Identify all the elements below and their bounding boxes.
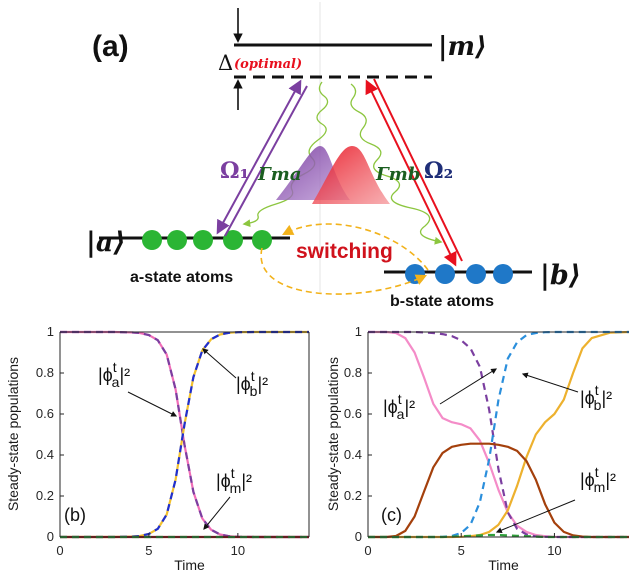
a-atom — [193, 230, 213, 250]
x-tick-label: 10 — [547, 543, 561, 558]
x-tick-label: 0 — [56, 543, 63, 558]
annotation-m: |ϕt m|² — [580, 464, 616, 495]
state-m-label: |m⟩ — [438, 32, 487, 62]
b-atom — [435, 264, 455, 284]
energy-level-diagram: (a) |m⟩ Δ (optimal) |a⟩ a-state atoms |b… — [86, 2, 581, 310]
omega2-label: Ω₂ — [424, 158, 453, 184]
decay-gamma-mb — [350, 83, 443, 245]
y-tick-label: 0.6 — [36, 406, 54, 421]
annotation-arrow-b — [521, 372, 579, 393]
delta-optimal-note: (optimal) — [234, 57, 302, 72]
omega1-label: Ω₁ — [220, 158, 249, 184]
pulse-omega2 — [312, 146, 390, 204]
annotation-arrow-a — [439, 368, 498, 405]
annotation-a: |ϕt a|² — [98, 359, 130, 390]
y-tick-label: 1 — [47, 324, 54, 339]
x-tick-label: 0 — [364, 543, 371, 558]
gamma-mb-label: Γmb — [375, 164, 420, 185]
y-tick-label: 0 — [355, 529, 362, 544]
b-atom — [493, 264, 513, 284]
state-b-label: |b⟩ — [540, 260, 581, 291]
state-a-label: |a⟩ — [86, 227, 126, 258]
plot-background — [60, 332, 309, 537]
omega2-arrow — [365, 79, 457, 267]
y-tick-label: 0.8 — [36, 365, 54, 380]
panel-label: (b) — [64, 505, 86, 525]
x-tick-label: 5 — [458, 543, 465, 558]
x-axis-label: Time — [174, 557, 205, 573]
omega1-arrow-2 — [224, 85, 308, 237]
gamma-ma-label: Γma — [257, 164, 302, 185]
b-state-atoms — [405, 264, 513, 284]
b-atom — [466, 264, 486, 284]
x-axis-label: Time — [488, 557, 519, 573]
annotation-a: |ϕt a|² — [383, 391, 415, 422]
annotation-b: |ϕt b|² — [236, 368, 268, 399]
panel-a-label: (a) — [92, 30, 129, 63]
delta-symbol: Δ — [218, 51, 233, 75]
switching-arrow-top — [282, 223, 429, 271]
omega2-arrow-2 — [373, 78, 463, 262]
y-tick-label: 0.8 — [344, 365, 362, 380]
annotation-arrow-m — [495, 499, 576, 533]
annotation-m: |ϕt m|² — [216, 465, 252, 496]
y-axis-label: Steady-state populations — [325, 357, 341, 511]
annotation-arrow-m — [203, 496, 231, 530]
b-state-atoms-label: b-state atoms — [390, 293, 494, 310]
annotation-arrow-a — [127, 391, 178, 417]
chart-panel-c: 0 5 10 0 0.2 0.4 0.6 0.8 1 Time Steady-state popul… — [325, 324, 629, 573]
annotation-b: |ϕt b|² — [580, 382, 612, 413]
y-tick-label: 0.4 — [36, 447, 54, 462]
a-state-atoms — [142, 230, 272, 250]
switching-label: switching — [296, 240, 393, 263]
a-atom — [252, 230, 272, 250]
plot-background — [368, 332, 629, 537]
x-tick-label: 5 — [145, 543, 152, 558]
y-tick-label: 1 — [355, 324, 362, 339]
y-axis-label: Steady-state populations — [5, 357, 21, 511]
y-tick-label: 0.2 — [36, 488, 54, 503]
a-atom — [142, 230, 162, 250]
y-tick-label: 0 — [47, 529, 54, 544]
panel-label: (c) — [381, 505, 402, 525]
chart-panel-b: 0 5 10 0 0.2 0.4 0.6 0.8 1 Time Steady-state popul… — [5, 324, 310, 573]
omega1-arrow — [216, 79, 302, 235]
x-tick-label: 10 — [231, 543, 245, 558]
a-atom — [223, 230, 243, 250]
switching-arrow-bottom — [260, 247, 428, 295]
a-state-atoms-label: a-state atoms — [130, 269, 233, 286]
y-tick-label: 0.4 — [344, 447, 362, 462]
y-tick-label: 0.6 — [344, 406, 362, 421]
a-atom — [167, 230, 187, 250]
annotation-arrow-b — [202, 348, 237, 379]
series-line-m — [368, 442, 629, 539]
y-tick-label: 0.2 — [344, 488, 362, 503]
